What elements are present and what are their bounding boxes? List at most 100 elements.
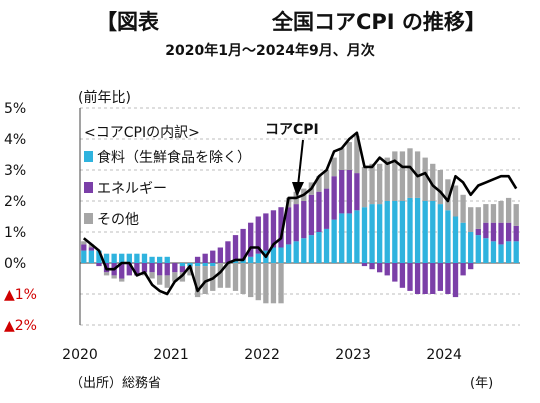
bar-segment-energy: [202, 253, 208, 263]
y-unit-label: (前年比): [78, 89, 131, 106]
bar-segment-other: [361, 166, 368, 208]
title-main: 全国コアCPI の推移】: [272, 10, 486, 34]
bar-segment-energy: [270, 210, 277, 248]
bar-segment-energy: [475, 228, 481, 236]
bar-segment-other: [240, 263, 246, 294]
bar-segment-other: [407, 148, 413, 198]
bar-segment-food: [293, 241, 299, 263]
legend-swatch-food: [84, 151, 93, 162]
bar-segment-food: [430, 201, 436, 263]
bar-segment-food: [255, 253, 261, 263]
bar-segment-other: [149, 272, 155, 279]
bar-segment-food: [88, 250, 95, 263]
bar-segment-energy: [316, 191, 322, 232]
legend-label-other: その他: [97, 212, 139, 228]
y-tick-label: 0%: [4, 256, 26, 272]
bar-segment-food: [331, 219, 337, 263]
bar-segment-food: [505, 241, 512, 263]
annotation-arrow-head: [292, 182, 304, 197]
bar-segment-energy: [490, 222, 497, 242]
bar-segment-energy: [96, 263, 102, 267]
bar-segment-other: [437, 170, 443, 205]
bar-segment-other: [187, 266, 193, 276]
bar-segment-energy: [119, 263, 125, 279]
bar-segment-food: [278, 247, 284, 263]
bar-segment-food: [157, 256, 163, 263]
bar-segment-food: [301, 238, 307, 263]
bar-segment-other: [172, 272, 178, 282]
y-tick-label: 3%: [4, 163, 26, 179]
bar-segment-energy: [210, 250, 216, 263]
bar-segment-energy: [505, 222, 512, 242]
bar-segment-energy: [437, 263, 443, 291]
bar-segment-food: [202, 263, 208, 267]
bar-segment-food: [384, 201, 390, 263]
bar-segment-energy: [384, 263, 390, 276]
bar-segment-energy: [377, 263, 383, 273]
bar-segment-food: [323, 228, 330, 263]
bar-segment-food: [103, 253, 110, 263]
bar-segment-energy: [194, 256, 201, 263]
x-unit-label: (年): [470, 376, 494, 391]
bar-segment-food: [339, 213, 345, 263]
bar-segment-other: [103, 272, 110, 276]
bar-segment-other: [369, 163, 375, 205]
bar-segment-other: [263, 263, 269, 304]
bar-segment-other: [392, 151, 398, 201]
bar-segment-food: [270, 247, 277, 263]
bar-segment-food: [346, 213, 352, 263]
core-cpi-line-group: [82, 131, 518, 296]
bar-segment-energy: [278, 207, 284, 248]
bar-segment-food: [179, 263, 186, 267]
bar-segment-energy: [346, 170, 352, 214]
legend-swatch-other: [84, 213, 93, 224]
bar-segment-food: [134, 253, 140, 263]
core-cpi-line: [82, 131, 518, 296]
bar-segment-energy: [407, 263, 413, 291]
bar-segment-food: [437, 204, 443, 263]
bar-segment-energy: [149, 263, 155, 273]
bar-segment-other: [217, 263, 223, 288]
bar-segment-food: [119, 253, 125, 263]
bar-segment-energy: [248, 222, 254, 257]
bar-segment-energy: [361, 263, 368, 267]
bar-segment-energy: [179, 266, 186, 273]
bar-segment-energy: [498, 222, 504, 245]
bar-segment-energy: [331, 176, 337, 220]
bar-segment-food: [399, 201, 406, 263]
bar-segment-other: [452, 185, 459, 217]
bar-segment-other: [202, 266, 208, 294]
bar-segment-other: [513, 204, 519, 226]
chart-subtitle: 2020年1月～2024年9月、月次: [165, 43, 375, 59]
y-tick-label: 2%: [4, 194, 26, 210]
bar-segment-energy: [141, 263, 148, 273]
bar-segment-other: [164, 275, 170, 288]
bar-segment-food: [445, 210, 451, 263]
y-tick-label: ▲2%: [4, 318, 37, 334]
legend-label-food: 食料（生鮮食品を除く）: [97, 149, 251, 166]
bar-segment-food: [164, 256, 170, 263]
bar-segment-energy: [285, 207, 292, 245]
y-tick-labels: 5% 4% 3% 2% 1% 0% ▲1% ▲2%: [4, 101, 37, 334]
bar-segment-other: [81, 241, 87, 245]
bar-segment-other: [331, 157, 337, 177]
bar-segment-energy: [445, 263, 451, 294]
bar-segment-energy: [414, 263, 421, 294]
bar-segment-food: [308, 235, 315, 263]
bar-segment-energy: [369, 263, 375, 270]
bar-segment-energy: [172, 263, 178, 273]
bar-segment-other: [248, 263, 254, 298]
bar-segment-food: [452, 216, 459, 263]
bar-segment-energy: [483, 222, 489, 239]
chart-title: 【図表 全国コアCPI の推移】: [0, 6, 540, 34]
bar-segment-energy: [460, 263, 466, 276]
bar-segment-energy: [354, 173, 360, 211]
bar-segment-energy: [323, 188, 330, 229]
bar-segment-food: [248, 256, 254, 263]
bar-segment-other: [505, 197, 512, 223]
bar-segment-food: [422, 201, 428, 263]
bar-segment-food: [240, 259, 246, 263]
bar-segment-energy: [392, 263, 398, 282]
